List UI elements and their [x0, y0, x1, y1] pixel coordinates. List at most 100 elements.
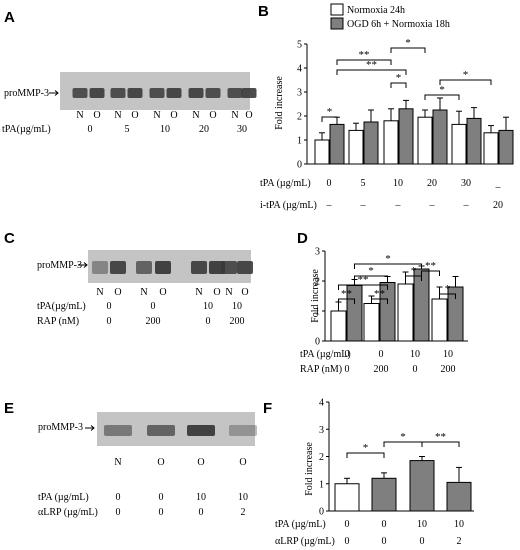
- itpa-value: –: [326, 200, 333, 211]
- blot-band: [237, 261, 253, 274]
- significance-bracket: [354, 263, 422, 269]
- panel-letter-f: F: [263, 400, 272, 417]
- blot-band: [89, 88, 105, 98]
- bar: [466, 117, 482, 165]
- lrp-value: 0: [159, 507, 164, 518]
- rap-value: 200: [230, 316, 245, 327]
- tpa-value: 0: [151, 301, 156, 312]
- panel-letter-a: A: [4, 9, 15, 26]
- arrow-e-icon: [85, 425, 95, 431]
- itpa-value: –: [429, 200, 436, 211]
- itpa-values-b: – – – – – 20: [326, 200, 504, 211]
- lane-label: N: [114, 457, 121, 468]
- significance-marker: *: [405, 37, 411, 49]
- blot-band: [72, 88, 88, 98]
- significance-marker: **: [341, 288, 352, 300]
- bar: [431, 298, 448, 342]
- tpa-values-d: 0 0 10 10: [345, 349, 454, 360]
- rap-value: 0: [107, 316, 112, 327]
- significance-bracket: [338, 298, 355, 304]
- y-tick-label: 1: [315, 307, 320, 318]
- blot-band: [187, 425, 215, 436]
- ylabel-f: Fold increase: [304, 442, 315, 496]
- rap-values-d: 0 200 0 200: [345, 364, 456, 375]
- significance-bracket: [336, 69, 407, 75]
- bar: [432, 109, 448, 165]
- bar: [383, 120, 399, 165]
- bar: [348, 129, 364, 165]
- significance-marker: *: [445, 283, 451, 295]
- legend-swatch-normoxia: [330, 3, 344, 16]
- lane-label: O: [241, 287, 248, 298]
- tpa-label-f: tPA (µg/mL): [275, 519, 326, 530]
- significance-marker: **: [374, 288, 385, 300]
- lane-label: N: [231, 110, 238, 121]
- rap-value: 0: [345, 364, 350, 375]
- y-tick-label: 3: [315, 247, 320, 258]
- bar: [398, 108, 414, 165]
- y-tick-label: 5: [297, 40, 302, 51]
- lrp-value: 0: [420, 536, 425, 547]
- bar: [363, 303, 380, 342]
- blot-band: [227, 88, 243, 98]
- significance-bracket: [371, 298, 388, 304]
- tpa-value: 0: [88, 124, 93, 135]
- tpa-value: 10: [393, 178, 403, 189]
- itpa-value: –: [395, 200, 402, 211]
- tpa-value: 0: [116, 492, 121, 503]
- lane-label: O: [157, 457, 164, 468]
- significance-bracket: [439, 79, 492, 85]
- significance-marker: *: [439, 84, 445, 96]
- lrp-label-f: αLRP (µg/mL): [275, 536, 335, 547]
- blot-band: [127, 88, 143, 98]
- blot-a-bands: [72, 88, 257, 98]
- significance-bracket: [421, 441, 460, 447]
- significance-marker: **: [425, 260, 436, 272]
- blot-band: [110, 261, 126, 274]
- bar: [330, 310, 347, 342]
- lrp-value: 2: [457, 536, 462, 547]
- significance-marker: *: [400, 431, 406, 443]
- significance-bracket: [336, 59, 392, 65]
- lane-label: O: [131, 110, 138, 121]
- lane-label: N: [153, 110, 160, 121]
- lane-label: N: [195, 287, 202, 298]
- panel-letter-d: D: [297, 230, 308, 247]
- protein-label-e: proMMP-3: [38, 422, 83, 433]
- bar: [417, 116, 433, 165]
- blot-e-bands: [104, 425, 257, 436]
- lrp-value: 0: [382, 536, 387, 547]
- tpa-label-a: tPA(µg/mL): [2, 124, 51, 135]
- bar: [371, 477, 397, 512]
- tpa-values-e: 0 0 10 10: [116, 492, 249, 503]
- lrp-values-f: 0 0 0 2: [345, 536, 462, 547]
- y-tick-label: 2: [319, 452, 324, 463]
- legend-normoxia: Normoxia 24h: [347, 5, 405, 16]
- rap-value: 200: [441, 364, 456, 375]
- tpa-value: 5: [361, 178, 366, 189]
- y-tick-label: 1: [319, 479, 324, 490]
- tpa-value: 10: [454, 519, 464, 530]
- significance-marker: **: [358, 274, 369, 286]
- significance-marker: **: [435, 431, 446, 443]
- tpa-value: 0: [382, 519, 387, 530]
- bar: [483, 132, 499, 165]
- lane-label: O: [213, 287, 220, 298]
- lane-label: N: [140, 287, 147, 298]
- y-tick-label: 0: [315, 337, 320, 348]
- blot-band: [166, 88, 182, 98]
- bar: [498, 129, 514, 165]
- significance-bracket: [354, 275, 388, 281]
- y-tick-label: 4: [319, 398, 324, 409]
- panel-letter-c: C: [4, 230, 15, 247]
- lrp-value: 0: [345, 536, 350, 547]
- tpa-value: 20: [199, 124, 209, 135]
- rap-value: 200: [374, 364, 389, 375]
- rap-label-c: RAP (nM): [37, 316, 79, 327]
